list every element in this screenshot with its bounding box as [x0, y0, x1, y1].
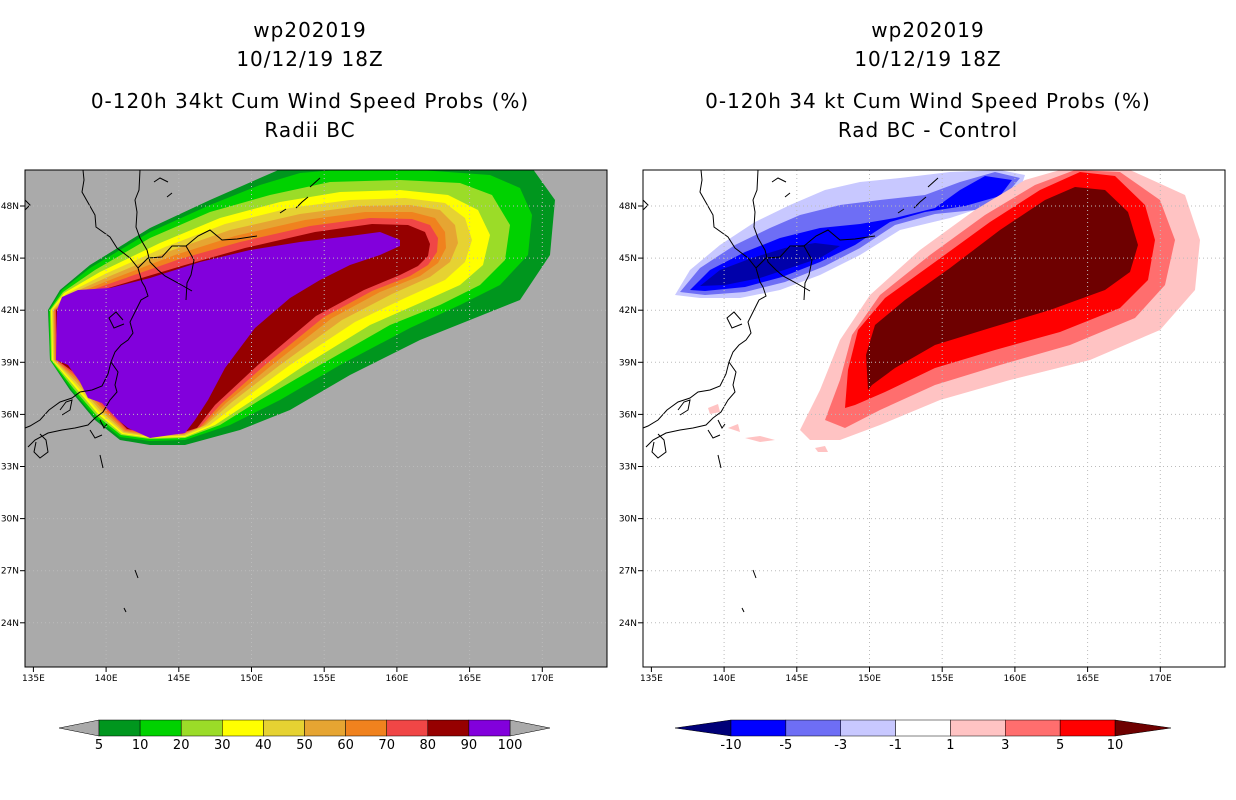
colorbar-extend-high — [1114, 719, 1172, 737]
lat-tick-label: 48N — [1, 202, 19, 212]
lat-tick-label: 39N — [1, 358, 19, 368]
lon-tick-label: 155E — [313, 674, 336, 684]
storm-id: wp202019 — [871, 18, 985, 42]
colorbar-swatch — [386, 719, 429, 737]
colorbar-swatch — [730, 719, 787, 737]
lon-tick-label: 135E — [640, 674, 663, 684]
lon-tick-label: 140E — [713, 674, 736, 684]
colorbar-label: 10 — [1107, 738, 1124, 753]
product-variant: Rad BC - Control — [837, 118, 1019, 142]
small-positive-patches — [708, 404, 828, 452]
colorbar-label: -10 — [720, 738, 741, 753]
right-colorbar: -10 -5 -3 -1 1 3 5 10 — [674, 719, 1172, 753]
lat-tick-label: 42N — [619, 306, 637, 316]
colorbar-label: 70 — [378, 738, 395, 753]
lat-tick-label: 30N — [1, 515, 19, 525]
storm-id: wp202019 — [253, 18, 367, 42]
lat-tick-label: 48N — [619, 202, 637, 212]
colorbar-extend-low — [674, 719, 732, 737]
lon-tick-label: 150E — [240, 674, 263, 684]
colorbar-label: 90 — [461, 738, 478, 753]
lat-lon-grid — [25, 170, 607, 667]
colorbar-label: 40 — [255, 738, 272, 753]
lat-tick-label: 39N — [619, 358, 637, 368]
lon-tick-label: 155E — [931, 674, 954, 684]
colorbar-swatch — [785, 719, 841, 737]
left-colorbar: 5 10 20 30 40 50 60 70 80 90 100 — [58, 719, 551, 753]
colorbar-label: 5 — [1056, 738, 1064, 753]
colorbar-label: -5 — [779, 738, 792, 753]
lat-tick-label: 24N — [1, 619, 19, 629]
colorbar-swatch — [950, 719, 1006, 737]
colorbar-swatch — [427, 719, 470, 737]
axis-labels: 135E 140E 145E 150E 155E 160E 165E 170E 48N 45N 42… — [619, 202, 1172, 684]
lon-tick-label: 160E — [1003, 674, 1026, 684]
colorbar-label: -1 — [889, 738, 902, 753]
lat-tick-label: 24N — [619, 619, 637, 629]
right-map-panel: 135E 140E 145E 150E 155E 160E 165E 170E 48N 45N 42… — [619, 169, 1226, 684]
colorbar-swatch — [468, 719, 511, 737]
colorbar-swatch — [1005, 719, 1061, 737]
colorbar-label: -3 — [834, 738, 847, 753]
contour-plus-10 — [866, 187, 1138, 390]
map-frame — [24, 169, 608, 668]
right-panel-title: wp202019 10/12/19 18Z 0-120h 34 kt Cum W… — [636, 16, 1220, 145]
colorbar-label: 5 — [95, 738, 103, 753]
lat-tick-label: 33N — [619, 463, 637, 473]
lon-tick-label: 165E — [1076, 674, 1099, 684]
colorbar-label: 3 — [1001, 738, 1009, 753]
lon-tick-label: 170E — [531, 674, 554, 684]
lon-tick-label: 145E — [167, 674, 190, 684]
lat-tick-label: 42N — [1, 306, 19, 316]
colorbar-label: 50 — [296, 738, 313, 753]
product-name: 0-120h 34kt Cum Wind Speed Probs (%) — [90, 89, 530, 113]
map-frame — [642, 169, 1226, 668]
colorbar-swatch — [345, 719, 387, 737]
left-panel-title: wp202019 10/12/19 18Z 0-120h 34kt Cum Wi… — [20, 16, 600, 145]
product-variant: Radii BC — [264, 118, 356, 142]
lat-tick-label: 36N — [619, 410, 637, 420]
colorbar-swatch — [1059, 719, 1116, 737]
lat-tick-label: 27N — [619, 567, 637, 577]
forecast-time: 10/12/19 18Z — [854, 47, 1002, 71]
colorbar-label: 30 — [214, 738, 231, 753]
colorbar-extend-high — [509, 719, 551, 737]
lat-tick-label: 30N — [619, 515, 637, 525]
lon-tick-label: 145E — [785, 674, 808, 684]
colorbar-label: 60 — [337, 738, 354, 753]
colorbar-swatch — [180, 719, 223, 737]
colorbar-extend-low — [58, 719, 100, 737]
lat-tick-label: 36N — [1, 410, 19, 420]
lat-tick-label: 45N — [619, 254, 637, 264]
lon-tick-label: 170E — [1149, 674, 1172, 684]
colorbar-swatch — [222, 719, 264, 737]
lon-tick-label: 160E — [385, 674, 408, 684]
product-name: 0-120h 34 kt Cum Wind Speed Probs (%) — [705, 89, 1151, 113]
lon-tick-label: 165E — [458, 674, 481, 684]
colorbar-label: 80 — [420, 738, 437, 753]
lat-tick-label: 27N — [1, 567, 19, 577]
lon-tick-label: 140E — [95, 674, 118, 684]
colorbar-swatch — [895, 719, 951, 737]
lat-lon-grid — [643, 170, 1225, 667]
colorbar-label: 10 — [132, 738, 149, 753]
colorbar-swatch — [139, 719, 182, 737]
colorbar-swatch — [263, 719, 305, 737]
lon-tick-label: 135E — [22, 674, 45, 684]
lon-tick-label: 150E — [858, 674, 881, 684]
probability-contours — [48, 170, 555, 445]
contour-90-100 — [56, 232, 400, 438]
colorbar-swatch — [304, 719, 346, 737]
axis-labels: 135E 140E 145E 150E 155E 160E 165E 170E 48N 45N 42… — [1, 202, 554, 684]
lat-tick-label: 33N — [1, 463, 19, 473]
colorbar-swatch — [840, 719, 896, 737]
colorbar-label: 1 — [946, 738, 954, 753]
left-map-panel: 135E 140E 145E 150E 155E 160E 165E 170E 48N 45N 42… — [1, 169, 608, 684]
colorbar-swatch — [98, 719, 141, 737]
colorbar-label: 20 — [173, 738, 190, 753]
lat-tick-label: 45N — [1, 254, 19, 264]
forecast-time: 10/12/19 18Z — [236, 47, 384, 71]
colorbar-label: 100 — [498, 738, 523, 753]
